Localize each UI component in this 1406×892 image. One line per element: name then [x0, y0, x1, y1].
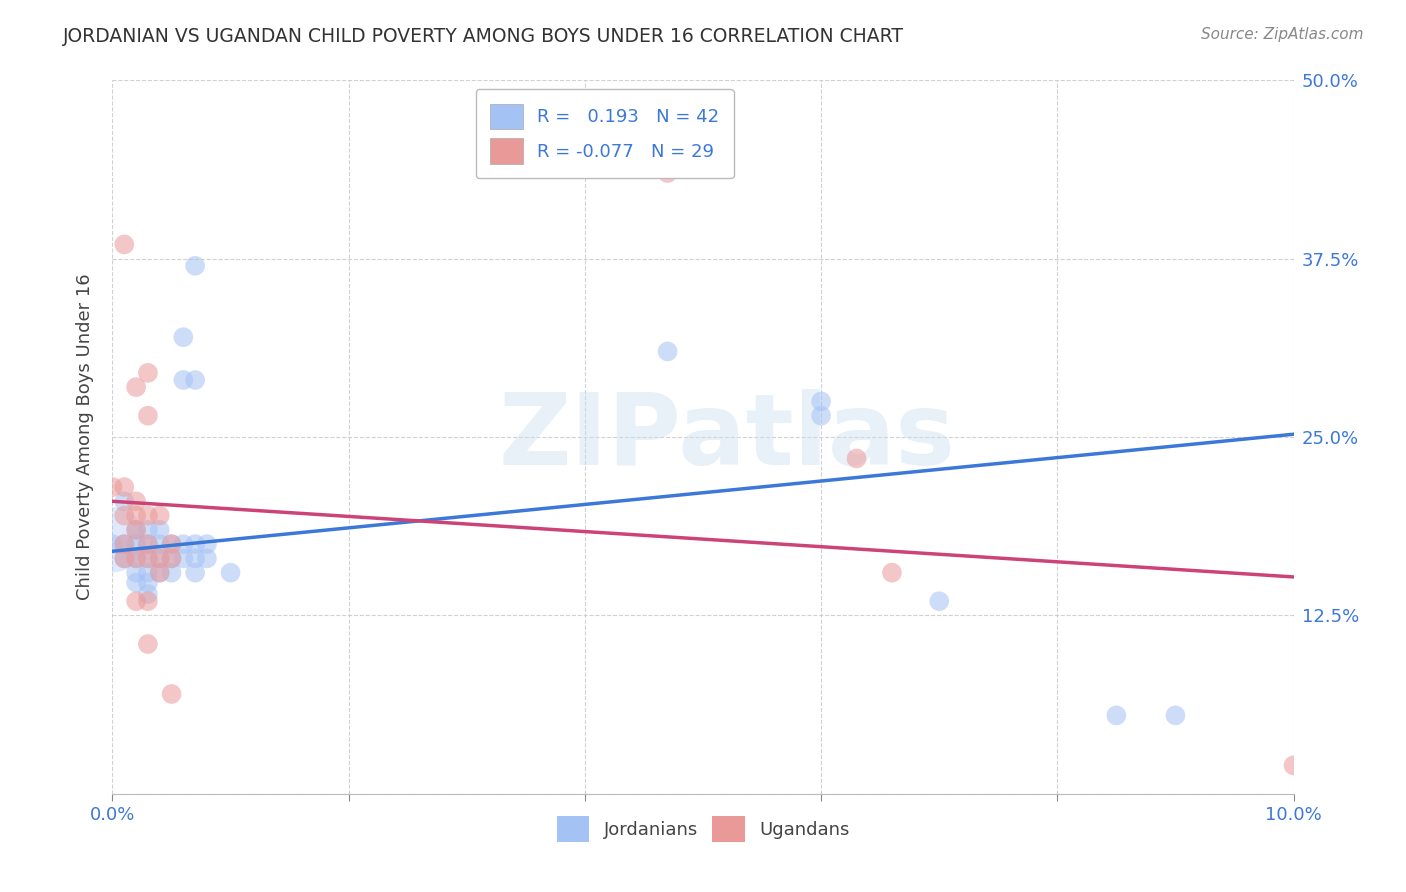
Point [184, 259, 207, 273]
Point [136, 537, 159, 551]
Point [184, 566, 207, 580]
Point [149, 566, 172, 580]
Point [112, 537, 135, 551]
Point [136, 551, 159, 566]
Point [112, 494, 135, 508]
Point [125, 575, 148, 590]
Point [136, 366, 159, 380]
Point [160, 537, 183, 551]
Point [1282, 758, 1305, 772]
Point [125, 551, 148, 566]
Point [172, 330, 194, 344]
Point [149, 508, 172, 523]
Point [526, 116, 548, 130]
Point [172, 551, 194, 566]
Point [136, 551, 159, 566]
Point [125, 508, 148, 523]
Point [112, 237, 135, 252]
Point [125, 566, 148, 580]
Point [810, 409, 832, 423]
Point [515, 116, 537, 130]
Point [928, 594, 950, 608]
Point [160, 687, 183, 701]
Point [112, 480, 135, 494]
Point [101, 533, 124, 547]
Point [136, 587, 159, 601]
Point [149, 537, 172, 551]
Point [125, 523, 148, 537]
Point [172, 373, 194, 387]
Point [657, 166, 679, 180]
Point [657, 344, 679, 359]
Point [125, 494, 148, 508]
Point [160, 551, 183, 566]
Point [149, 551, 172, 566]
Point [125, 380, 148, 394]
Point [112, 508, 135, 523]
Point [160, 537, 183, 551]
Point [101, 480, 124, 494]
Point [136, 637, 159, 651]
Point [125, 594, 148, 608]
Point [149, 566, 172, 580]
Point [160, 566, 183, 580]
Point [219, 566, 242, 580]
Legend: Jordanians, Ugandans: Jordanians, Ugandans [550, 809, 856, 849]
Point [125, 537, 148, 551]
Point [136, 594, 159, 608]
Point [136, 523, 159, 537]
Point [136, 566, 159, 580]
Point [880, 566, 903, 580]
Y-axis label: Child Poverty Among Boys Under 16: Child Poverty Among Boys Under 16 [76, 274, 94, 600]
Point [125, 551, 148, 566]
Point [112, 551, 135, 566]
Point [172, 537, 194, 551]
Point [1164, 708, 1187, 723]
Point [136, 537, 159, 551]
Point [160, 551, 183, 566]
Point [184, 373, 207, 387]
Point [136, 508, 159, 523]
Point [810, 394, 832, 409]
Point [136, 575, 159, 590]
Text: Source: ZipAtlas.com: Source: ZipAtlas.com [1201, 27, 1364, 42]
Point [112, 551, 135, 566]
Point [101, 537, 124, 551]
Point [184, 537, 207, 551]
Point [149, 551, 172, 566]
Point [195, 551, 218, 566]
Text: ZIPatlas: ZIPatlas [498, 389, 955, 485]
Text: JORDANIAN VS UGANDAN CHILD POVERTY AMONG BOYS UNDER 16 CORRELATION CHART: JORDANIAN VS UGANDAN CHILD POVERTY AMONG… [63, 27, 904, 45]
Point [136, 409, 159, 423]
Point [184, 551, 207, 566]
Point [149, 523, 172, 537]
Point [1105, 708, 1128, 723]
Point [195, 537, 218, 551]
Point [112, 537, 135, 551]
Point [845, 451, 868, 466]
Point [125, 523, 148, 537]
